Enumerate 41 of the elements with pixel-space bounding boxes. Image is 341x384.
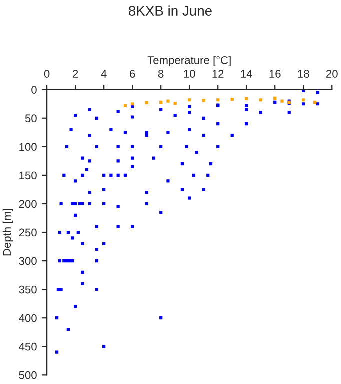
point — [188, 98, 192, 102]
point — [124, 104, 128, 108]
point — [259, 98, 262, 102]
x-tick-label: 6 — [130, 70, 136, 78]
y-tick-label: 250 — [19, 228, 37, 237]
x-tick-label: 16 — [270, 70, 281, 78]
point — [313, 100, 317, 104]
x-tick-label: 20 — [326, 70, 338, 78]
x-axis-title: Temperature [°C] — [148, 56, 231, 67]
x-tick-label: 2 — [73, 70, 78, 78]
x-tick-label: 8 — [158, 70, 164, 78]
y-axis-title: Depth [m] — [2, 209, 14, 256]
y-tick-label: 500 — [19, 371, 37, 380]
x-tick-label: 14 — [241, 70, 252, 78]
y-tick-label: 100 — [20, 143, 37, 152]
x-tick-label: 0 — [44, 70, 50, 78]
point — [166, 100, 170, 103]
y-tick-label: 400 — [19, 314, 37, 322]
point — [230, 98, 234, 102]
x-tick-label: 4 — [101, 70, 107, 78]
y-tick-label: 350 — [19, 286, 37, 294]
y-tick-label: 50 — [25, 114, 37, 123]
x-tick-label: 10 — [184, 70, 196, 78]
point — [131, 102, 134, 106]
y-tick-label: 300 — [19, 257, 37, 266]
point — [280, 100, 284, 103]
point — [202, 99, 206, 102]
point — [160, 100, 163, 104]
point — [302, 98, 306, 102]
y-tick-label: 200 — [19, 200, 37, 208]
point — [274, 96, 277, 100]
y-tick-label: 150 — [20, 172, 37, 180]
chart-title: 8KXB in June — [129, 6, 212, 16]
point — [216, 98, 220, 102]
x-tick-label: 12 — [212, 70, 224, 78]
point — [145, 101, 148, 105]
y-tick-label: 0 — [32, 86, 37, 94]
point — [174, 102, 177, 106]
y-tick-label: 450 — [19, 342, 37, 351]
x-tick-label: 18 — [298, 70, 310, 78]
point — [245, 97, 248, 101]
